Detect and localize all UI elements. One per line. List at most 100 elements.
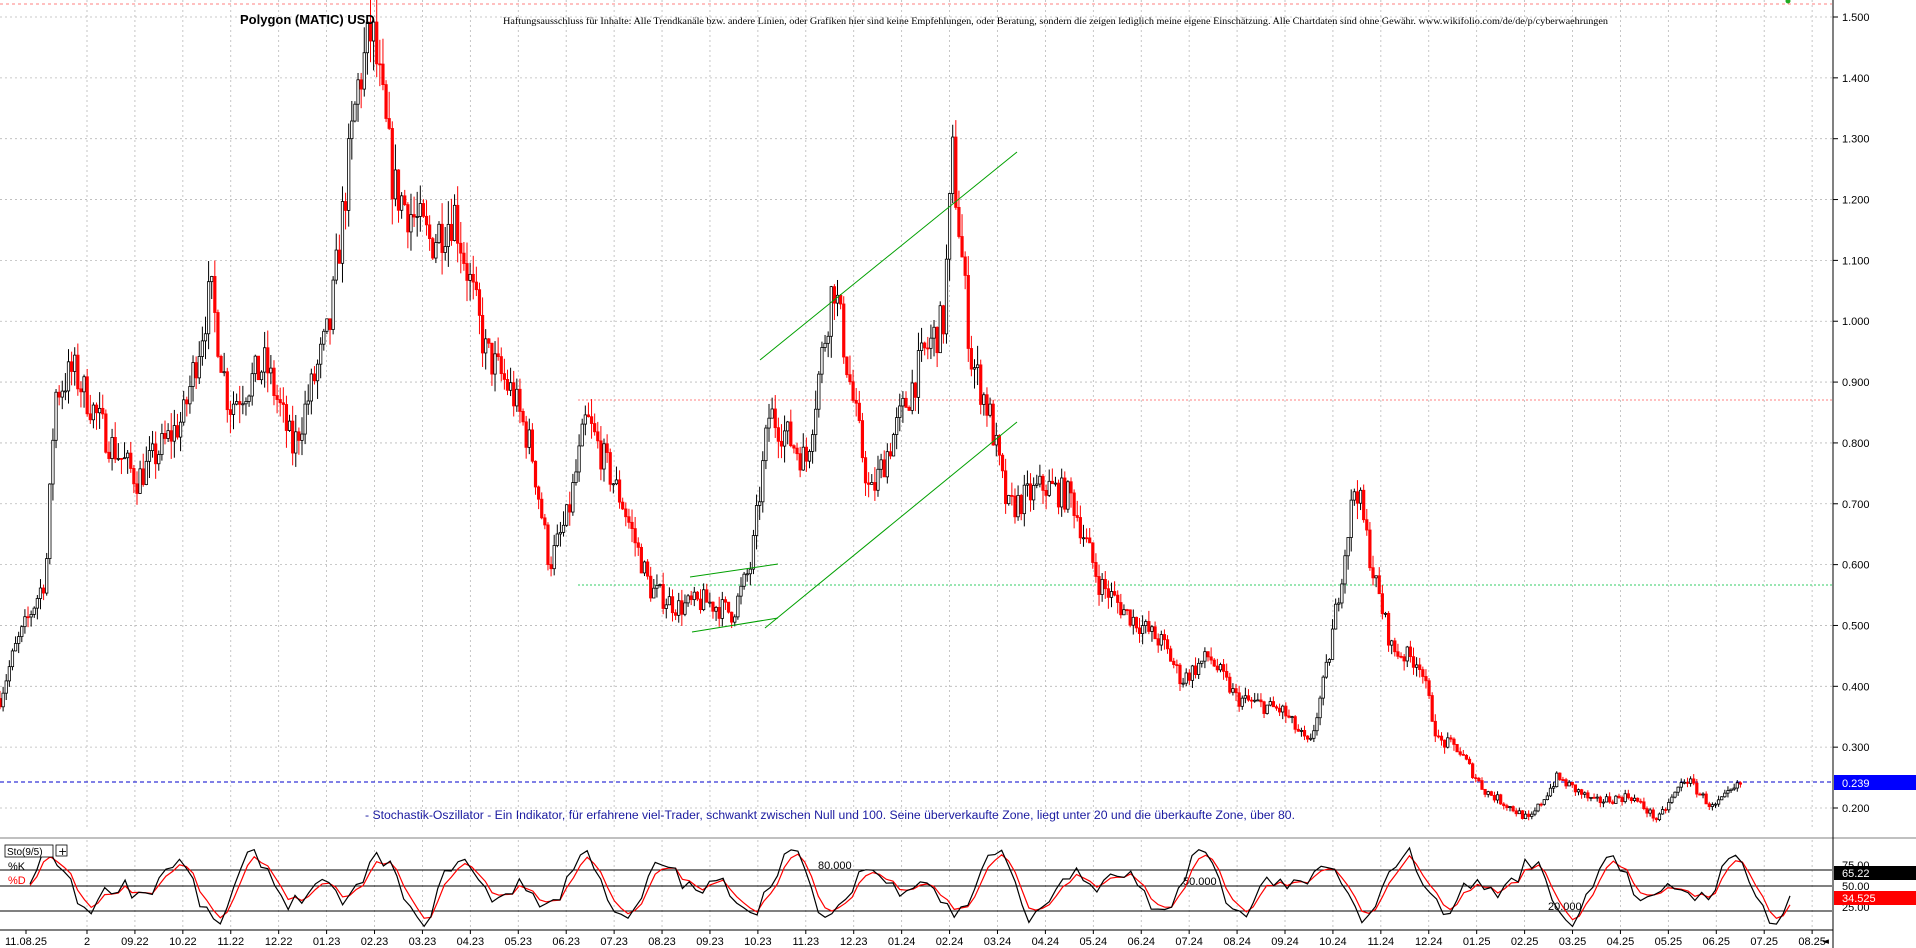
main-grid (0, 0, 1832, 830)
candle (621, 497, 625, 511)
candle (365, 20, 369, 75)
candle (446, 201, 450, 267)
candle (1446, 732, 1450, 749)
candle (870, 474, 874, 485)
candle (589, 399, 594, 439)
expand-panel-button[interactable] (55, 844, 68, 857)
candle (350, 100, 354, 160)
candle (1253, 692, 1257, 703)
x-tick-label: 08.23 (648, 936, 676, 948)
candle (1355, 480, 1360, 520)
candle (1312, 724, 1316, 743)
candle (88, 394, 92, 424)
candle (988, 397, 992, 418)
candle (331, 276, 335, 335)
candle (1492, 791, 1497, 803)
candle (23, 609, 27, 634)
candle (804, 437, 808, 472)
candle (907, 405, 911, 411)
candle (867, 472, 871, 498)
candle (926, 336, 930, 360)
candle (1165, 635, 1170, 654)
candle (667, 587, 671, 606)
candle (1274, 704, 1279, 711)
candle (561, 511, 566, 537)
candle (1025, 470, 1030, 497)
candle (1383, 611, 1388, 618)
candle (898, 393, 902, 432)
candle (714, 605, 718, 621)
d-legend: %D (8, 875, 26, 887)
candle (452, 194, 457, 242)
candle (982, 392, 986, 416)
candle (764, 424, 768, 470)
candle (347, 123, 351, 227)
candle (848, 355, 852, 385)
candle (26, 606, 30, 628)
candle (1499, 793, 1503, 805)
x-tick-label: 09.22 (121, 936, 149, 948)
candle (182, 390, 186, 426)
candle (1330, 619, 1335, 660)
stochastic-k-line (29, 846, 1791, 928)
sto-level-label: 20.000 (1548, 901, 1582, 913)
candle (960, 214, 964, 258)
candle (568, 491, 572, 526)
candle (605, 434, 609, 463)
candle (1390, 639, 1394, 655)
x-tick-label: 03.25 (1559, 936, 1587, 948)
candle (770, 397, 774, 419)
x-tick-label: 07.24 (1175, 936, 1203, 948)
candle (1386, 611, 1391, 652)
channel-upper-line (759, 151, 1018, 361)
candle (583, 405, 587, 436)
candle (343, 192, 348, 230)
candle (449, 198, 454, 246)
candle (122, 442, 127, 460)
x-tick-label: 01.25 (1463, 936, 1491, 948)
candle (443, 226, 447, 261)
candle (197, 341, 201, 385)
candle (1141, 615, 1145, 645)
candle (1200, 660, 1204, 668)
candle (1240, 695, 1244, 710)
candle (1116, 590, 1120, 614)
candle (378, 39, 382, 87)
scroll-arrow-icon[interactable]: ◄ (1822, 937, 1829, 947)
candle (1271, 696, 1275, 708)
candle (761, 451, 765, 513)
candle (412, 196, 416, 227)
candle (854, 387, 858, 417)
candle (490, 342, 494, 386)
candle (1032, 477, 1036, 511)
candle (577, 434, 581, 482)
candle (1555, 771, 1559, 788)
candle (372, 18, 376, 71)
candle (1608, 792, 1612, 804)
candle (552, 534, 556, 576)
candle (368, 0, 373, 63)
candle (101, 394, 105, 419)
candle (1592, 793, 1596, 799)
x-tick-label: 04.24 (1032, 936, 1060, 948)
candle (1128, 609, 1132, 628)
candle (1657, 812, 1662, 822)
candle (1041, 474, 1045, 504)
candle (1483, 788, 1487, 798)
candle (1427, 678, 1431, 699)
candle (1159, 630, 1163, 651)
candle (751, 529, 756, 575)
candle (829, 285, 833, 358)
candle (1365, 508, 1369, 536)
candle (857, 390, 861, 424)
candle (135, 471, 139, 505)
candle (1249, 697, 1254, 709)
x-tick-label: 07.23 (600, 936, 628, 948)
candle (353, 101, 357, 123)
candle (1393, 637, 1397, 657)
candle (10, 648, 15, 671)
x-tick-label: 11.24 (1367, 936, 1394, 948)
candle (789, 409, 793, 448)
candle (717, 596, 721, 627)
candle (1122, 604, 1126, 616)
